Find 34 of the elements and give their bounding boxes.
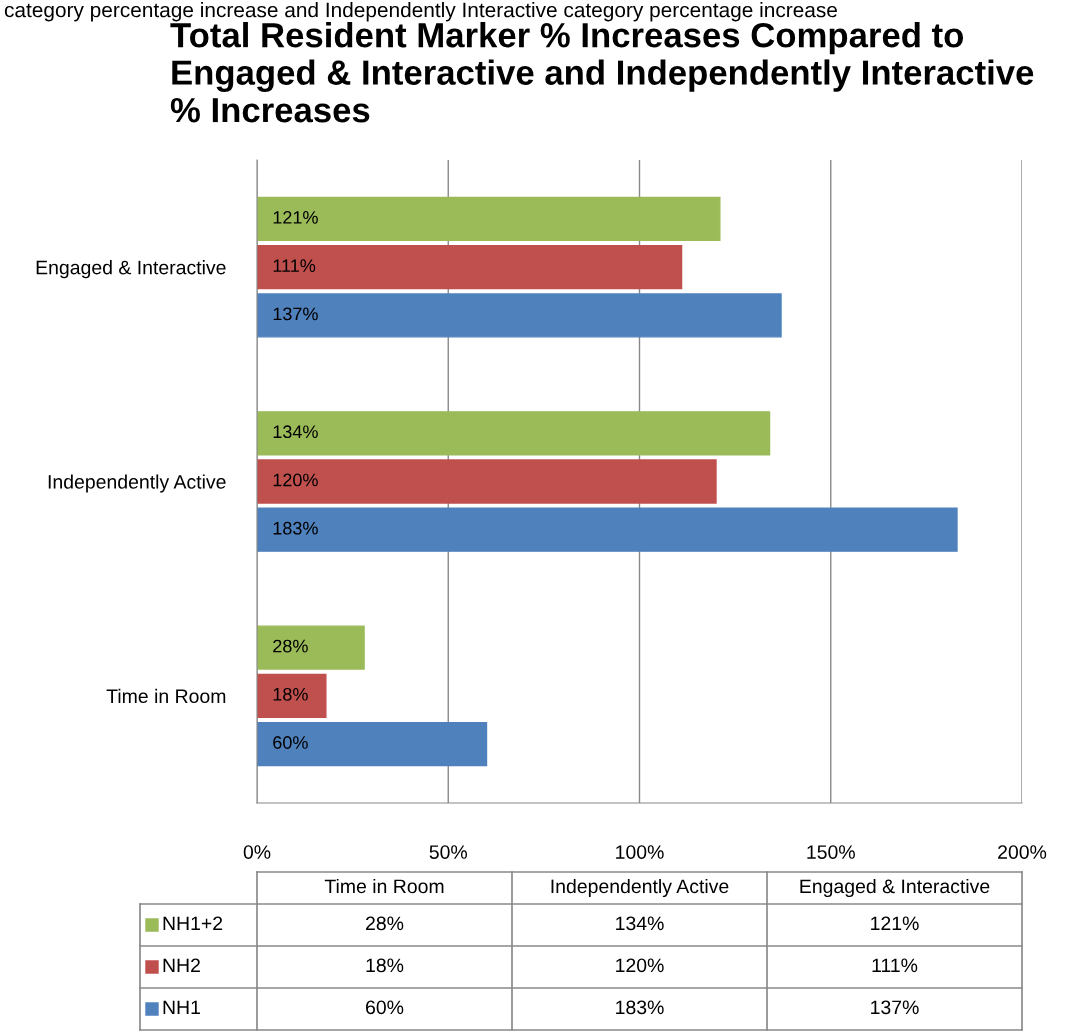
y-tick-label: Engaged & Interactive xyxy=(36,260,226,279)
data-label: 111% xyxy=(273,259,316,272)
x-tick-label: 200% xyxy=(998,845,1047,859)
legend-label: NH1 xyxy=(163,1000,200,1015)
x-tick-label: 50% xyxy=(429,845,468,859)
data-label: 183% xyxy=(273,521,318,535)
legend-label: NH2 xyxy=(163,958,200,973)
x-tick-label: 150% xyxy=(807,845,855,859)
legend-label: NH1+2 xyxy=(163,916,223,931)
data-label: 28% xyxy=(273,639,308,653)
y-tick-label: Time in Room xyxy=(106,688,226,704)
text: 134% xyxy=(616,916,664,931)
text: 111% xyxy=(872,958,918,973)
data-label: 120% xyxy=(273,473,318,487)
x-tick-label: 100% xyxy=(616,845,664,859)
data-label: 60% xyxy=(273,736,308,749)
category-label: Engaged & Interactive xyxy=(800,878,990,898)
data-label: 18% xyxy=(273,687,308,701)
y-tick-label: Independently Active xyxy=(48,474,226,493)
text: 120% xyxy=(616,958,664,973)
text: 183% xyxy=(616,1000,664,1015)
text: 121% xyxy=(871,916,919,931)
category-label: Independently Active xyxy=(551,878,729,898)
text: category percentage increase and Independently Interactive category percentage increase xyxy=(4,2,837,22)
data-label: 134% xyxy=(273,425,318,439)
data-label: 137% xyxy=(273,307,318,321)
text: 60% xyxy=(366,1000,404,1015)
data-label: 121% xyxy=(273,211,318,224)
chart-title: Total Resident Marker % Increases Compared to Engaged & Interactive and Independently Interactive % Increases xyxy=(170,22,1034,123)
category-label: Time in Room xyxy=(324,878,444,894)
x-tick-label: 0% xyxy=(243,845,271,859)
text: 137% xyxy=(871,1000,919,1015)
text: 18% xyxy=(366,958,404,973)
text: 28% xyxy=(366,916,404,931)
